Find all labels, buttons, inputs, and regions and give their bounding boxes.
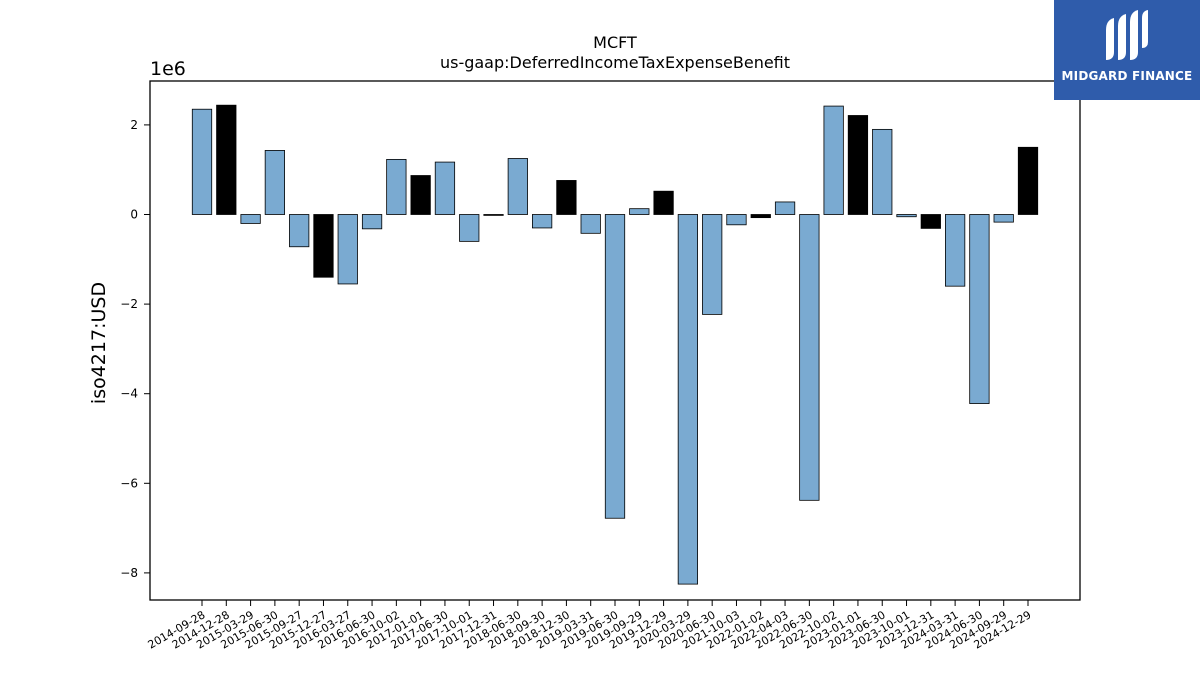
y-tick-label: 2 <box>130 118 138 132</box>
bar-2023-06-30 <box>872 128 893 215</box>
y-tick-label: −2 <box>120 297 138 311</box>
bar-2022-10-02 <box>823 105 844 215</box>
bar-2019-09-29 <box>629 208 650 215</box>
bars-group <box>191 104 1039 585</box>
bar-2024-06-30 <box>969 214 990 404</box>
bar-2016-03-27 <box>337 214 358 285</box>
chart-subtitle: us-gaap:DeferredIncomeTaxExpenseBenefit <box>440 53 790 72</box>
y-axis-label: iso4217:USD <box>88 282 110 404</box>
bar-2017-12-31 <box>483 214 504 216</box>
bar-2017-01-01 <box>410 175 431 215</box>
bar-2017-06-30 <box>434 161 456 215</box>
chart-title: MCFT <box>593 33 637 52</box>
bar-2019-12-29 <box>653 190 674 215</box>
bar-2018-06-30 <box>507 158 528 215</box>
bar-2014-12-28 <box>216 104 237 215</box>
y-axis-offset-label: 1e6 <box>150 58 186 80</box>
bar-2023-12-31 <box>920 214 941 229</box>
plot-frame <box>149 80 1081 601</box>
bar-2018-09-30 <box>532 214 553 229</box>
bar-2023-10-01 <box>896 214 917 218</box>
bar-2015-03-29 <box>240 214 261 224</box>
bar-2014-09-28 <box>191 108 213 215</box>
bar-2020-03-29 <box>677 214 699 585</box>
bar-2018-12-30 <box>556 180 577 215</box>
bar-2015-06-30 <box>264 150 285 215</box>
bar-2020-06-30 <box>702 214 723 315</box>
bar-2015-09-27 <box>289 214 310 248</box>
bar-2022-06-30 <box>799 214 820 501</box>
y-tick-label: −8 <box>120 566 138 580</box>
bar-2021-10-03 <box>726 214 747 226</box>
bar-2024-09-29 <box>993 214 1014 223</box>
bar-2015-12-27 <box>313 214 334 278</box>
y-tick-label: −6 <box>120 476 138 490</box>
y-tick-label: −4 <box>120 387 138 401</box>
bar-2024-03-31 <box>945 214 966 287</box>
midgard-finance-logo: MIDGARD FINANCE <box>1054 0 1200 100</box>
bar-2017-10-01 <box>459 214 480 242</box>
bar-2016-10-02 <box>386 158 407 215</box>
bar-2019-03-31 <box>580 214 601 234</box>
x-axis: 2014-09-282014-12-282015-03-292015-06-30… <box>146 600 1034 652</box>
y-axis: −8 −6 −4 −2 0 2 <box>120 118 150 580</box>
y-tick-label: 0 <box>130 208 138 222</box>
bar-2024-12-29 <box>1017 146 1039 215</box>
bar-2023-01-01 <box>847 115 869 215</box>
bar-2019-06-30 <box>604 214 626 519</box>
midgard-logo-mark-icon <box>1106 10 1148 60</box>
bar-2022-04-03 <box>774 201 796 215</box>
logo-text: MIDGARD FINANCE <box>1061 69 1193 83</box>
bar-2016-06-30 <box>361 214 383 230</box>
bar-2022-01-02 <box>750 214 771 219</box>
